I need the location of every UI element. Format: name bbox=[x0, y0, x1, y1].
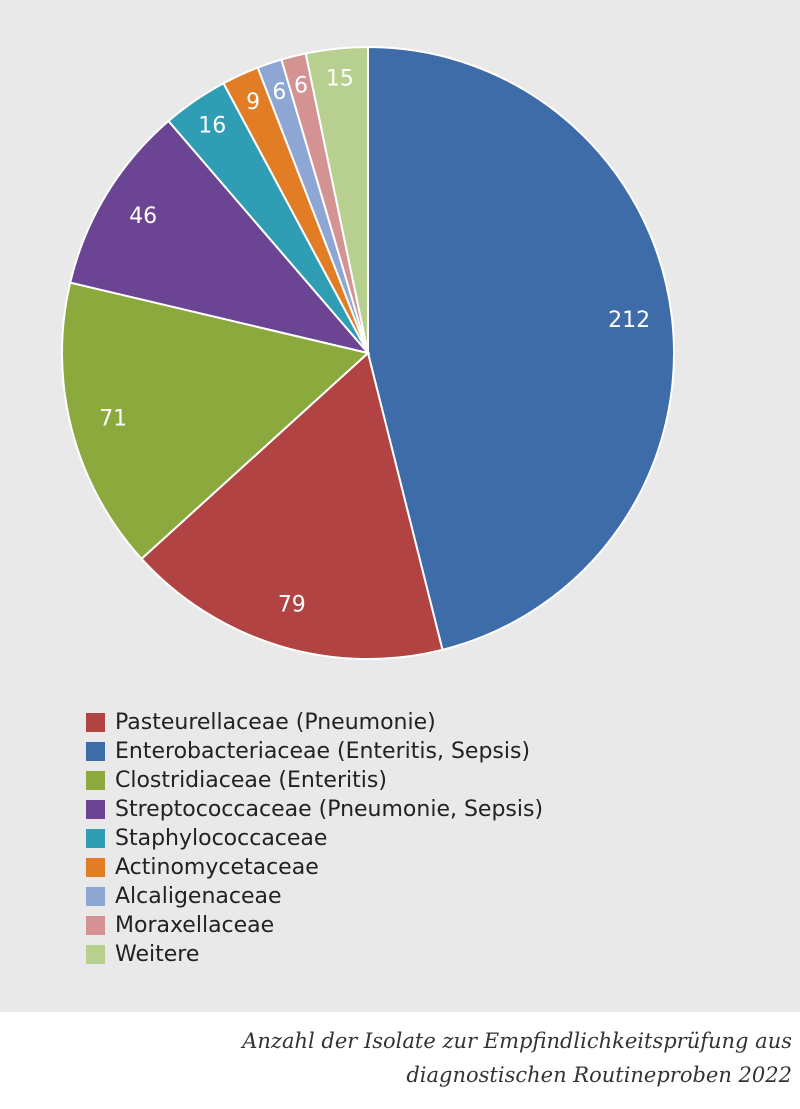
caption-line-2: diagnostischen Routineproben 2022 bbox=[406, 1063, 792, 1087]
legend-swatch bbox=[86, 858, 105, 877]
legend-label: Enterobacteriaceae (Enteritis, Sepsis) bbox=[115, 739, 531, 764]
legend-item-enterobacteriaceae: Enterobacteriaceae (Enteritis, Sepsis) bbox=[86, 737, 543, 766]
legend-swatch bbox=[86, 771, 105, 790]
pie-slice-pasteurellaceae bbox=[140, 351, 444, 660]
legend: Pasteurellaceae (Pneumonie) Enterobacteri… bbox=[86, 708, 543, 969]
legend-label: Streptococcaceae (Pneumonie, Sepsis) bbox=[115, 797, 544, 822]
pie-slice-streptococcaceae bbox=[69, 119, 371, 355]
pie-slice-value-weitere: 15 bbox=[326, 67, 354, 92]
legend-label: Staphylococcaceae bbox=[115, 826, 328, 851]
legend-swatch bbox=[86, 829, 105, 848]
legend-item-pasteurellaceae: Pasteurellaceae (Pneumonie) bbox=[86, 708, 543, 737]
legend-item-streptococcaceae: Streptococcaceae (Pneumonie, Sepsis) bbox=[86, 795, 543, 824]
pie-slice-value-enterobacteriaceae: 212 bbox=[608, 308, 650, 333]
pie-slice-clostridiaceae bbox=[61, 281, 371, 561]
pie-slice-enterobacteriaceae bbox=[367, 45, 675, 652]
legend-swatch bbox=[86, 713, 105, 732]
legend-item-staphylococcaceae: Staphylococcaceae bbox=[86, 824, 543, 853]
caption-line-1: Anzahl der Isolate zur Empfindlichkeitsp… bbox=[242, 1029, 792, 1053]
legend-item-moraxellaceae: Moraxellaceae bbox=[86, 911, 543, 940]
legend-item-clostridiaceae: Clostridiaceae (Enteritis) bbox=[86, 766, 543, 795]
pie-slice-value-streptococcaceae: 46 bbox=[129, 204, 157, 229]
legend-label: Actinomycetaceae bbox=[115, 855, 319, 880]
pie-slice-value-clostridiaceae: 71 bbox=[99, 406, 127, 431]
legend-item-actinomycetaceae: Actinomycetaceae bbox=[86, 853, 543, 882]
pie-slice-value-alcaligenaceae: 6 bbox=[272, 80, 286, 105]
legend-label: Alcaligenaceae bbox=[115, 884, 282, 909]
legend-label: Pasteurellaceae (Pneumonie) bbox=[115, 710, 436, 735]
legend-swatch bbox=[86, 887, 105, 906]
legend-label: Weitere bbox=[115, 942, 200, 967]
legend-label: Moraxellaceae bbox=[115, 913, 275, 938]
legend-item-weitere: Weitere bbox=[86, 940, 543, 969]
legend-swatch bbox=[86, 916, 105, 935]
pie-slice-value-moraxellaceae: 6 bbox=[294, 73, 308, 98]
legend-item-alcaligenaceae: Alcaligenaceae bbox=[86, 882, 543, 911]
legend-swatch bbox=[86, 945, 105, 964]
legend-label: Clostridiaceae (Enteritis) bbox=[115, 768, 387, 793]
pie-slice-weitere bbox=[304, 45, 369, 354]
pie-slice-value-staphylococcaceae: 16 bbox=[198, 113, 226, 138]
pie-slice-value-pasteurellaceae: 79 bbox=[278, 592, 306, 617]
legend-swatch bbox=[86, 800, 105, 819]
chart-caption: Anzahl der Isolate zur Empfindlichkeitsp… bbox=[242, 1024, 792, 1092]
legend-swatch bbox=[86, 742, 105, 761]
chart-panel: 212 79 71 46 16 9 6 6 15 Pasteurellaceae (Pneumo… bbox=[0, 0, 800, 1012]
pie-slice-value-actinomycetaceae: 9 bbox=[246, 90, 260, 115]
